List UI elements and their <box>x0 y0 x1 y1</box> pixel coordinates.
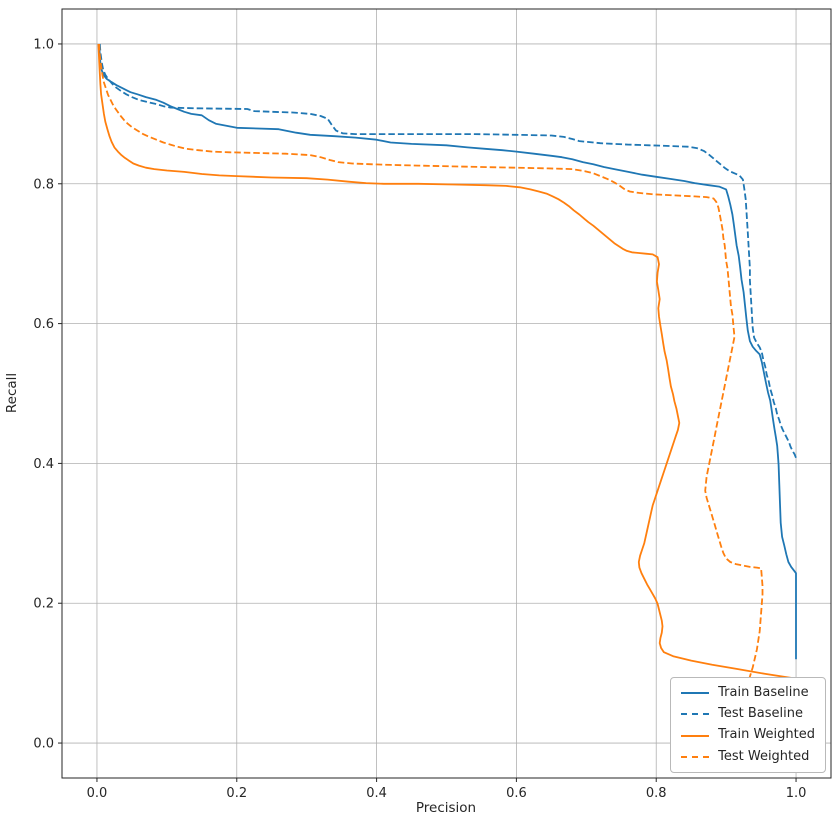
train-baseline-line-icon <box>681 691 710 694</box>
curve-test-baseline <box>98 43 797 459</box>
curve-train-weighted <box>97 43 797 680</box>
x-tick-label: 0.0 <box>87 786 108 801</box>
x-tick-label: 0.6 <box>506 786 527 801</box>
x-tick-label: 0.2 <box>226 786 247 801</box>
y-tick-label: 0.8 <box>33 177 54 192</box>
plot-border <box>61 8 832 779</box>
test-baseline-line-icon <box>681 713 710 716</box>
legend-label: Test Weighted <box>718 748 810 764</box>
grid-layer <box>62 9 831 778</box>
curve-test-weighted <box>98 43 764 738</box>
y-tick-label: 0.4 <box>33 457 54 472</box>
x-tick-label: 1.0 <box>786 786 807 801</box>
x-tick-label: 0.4 <box>366 786 387 801</box>
curve-train-baseline <box>98 43 797 660</box>
y-tick-label: 0.2 <box>33 597 54 612</box>
legend: Train Baseline Test Baseline Train Weigh… <box>670 676 826 773</box>
legend-label: Train Baseline <box>718 684 809 700</box>
x-axis-label: Precision <box>416 800 476 816</box>
y-axis-label: Recall <box>4 373 20 413</box>
legend-item-test-baseline: Test Baseline <box>681 706 815 722</box>
legend-label: Train Weighted <box>718 727 815 743</box>
legend-item-test-weighted: Test Weighted <box>681 748 815 764</box>
axes-layer: 0.0 0.2 0.4 0.6 0.8 1.0 0.0 0.2 0.4 0.6 0.8 1.0 <box>33 37 806 801</box>
y-tick-label: 0.0 <box>33 737 54 752</box>
test-weighted-line-icon <box>681 755 710 758</box>
legend-label: Test Baseline <box>718 706 803 722</box>
train-weighted-line-icon <box>681 734 710 737</box>
y-tick-label: 0.6 <box>33 317 54 332</box>
legend-item-train-baseline: Train Baseline <box>681 684 815 700</box>
y-tick-label: 1.0 <box>33 37 54 52</box>
series-layer <box>97 43 797 738</box>
x-tick-label: 0.8 <box>646 786 667 801</box>
legend-item-train-weighted: Train Weighted <box>681 728 815 742</box>
